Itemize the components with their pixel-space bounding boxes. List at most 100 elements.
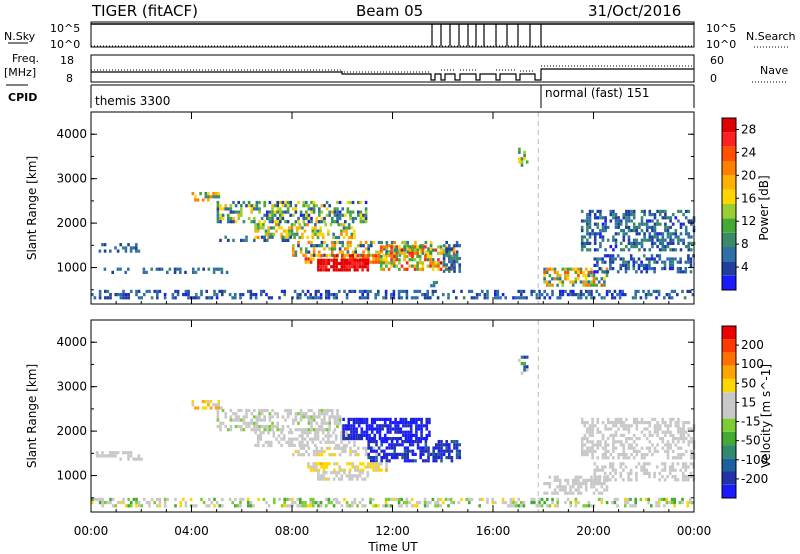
echo-cell xyxy=(392,251,396,255)
echo-cell xyxy=(293,232,296,236)
colorbar-tick-label: 16 xyxy=(741,191,756,205)
echo-cell xyxy=(371,504,375,508)
echo-cell xyxy=(442,269,446,273)
echo-cell xyxy=(323,240,326,245)
echo-cell xyxy=(359,220,363,224)
echo-cell xyxy=(335,293,338,297)
echo-cell xyxy=(369,497,372,501)
echo-cell xyxy=(586,446,589,450)
echo-cell xyxy=(142,267,146,271)
echo-cell xyxy=(273,204,277,208)
echo-cell xyxy=(106,296,110,300)
echo-cell xyxy=(338,200,342,205)
echo-cell xyxy=(327,293,331,297)
echo-cell xyxy=(370,456,373,460)
echo-cell xyxy=(114,293,117,297)
echo-cell xyxy=(600,277,604,281)
echo-cell xyxy=(332,258,336,262)
echo-cell xyxy=(237,216,240,221)
echo-cell xyxy=(276,207,279,211)
echo-cell xyxy=(612,238,615,242)
echo-cell xyxy=(263,415,266,419)
echo-cell xyxy=(271,204,274,208)
echo-cell xyxy=(353,265,357,269)
echo-cell xyxy=(579,491,583,495)
echo-cell xyxy=(642,465,646,469)
echo-cell xyxy=(556,478,559,482)
echo-cell xyxy=(664,248,667,252)
echo-cell xyxy=(448,266,451,270)
time-axis-title: Time UT xyxy=(367,540,418,554)
echo-cell xyxy=(612,235,615,239)
echo-cell xyxy=(364,213,368,217)
echo-cell xyxy=(224,207,227,211)
echo-cell xyxy=(348,468,352,472)
echo-cell xyxy=(260,235,264,239)
echo-cell xyxy=(340,258,344,262)
echo-cell xyxy=(661,417,665,421)
echo-cell xyxy=(271,428,274,432)
echo-cell xyxy=(428,430,431,434)
echo-cell xyxy=(601,433,605,437)
velocity-ylabel: Slant Range [km] xyxy=(25,364,39,468)
cpid-program-2: normal (fast) 151 xyxy=(545,86,649,100)
echo-cell xyxy=(653,427,657,431)
echo-cell xyxy=(418,254,422,259)
echo-cell xyxy=(587,289,591,293)
echo-cell xyxy=(347,417,351,421)
echo-cell xyxy=(687,209,691,213)
echo-cell xyxy=(333,247,337,251)
echo-cell xyxy=(648,257,651,261)
echo-cell xyxy=(425,421,429,425)
echo-cell xyxy=(312,247,316,251)
echo-cell xyxy=(250,204,253,208)
echo-cell xyxy=(619,229,623,233)
echo-cell xyxy=(328,428,331,432)
echo-cell xyxy=(317,268,320,272)
echo-cell xyxy=(404,424,408,428)
echo-cell xyxy=(255,415,259,419)
echo-cell xyxy=(329,440,333,444)
echo-cell xyxy=(421,245,425,249)
echo-cell xyxy=(292,250,295,254)
echo-cell xyxy=(340,504,344,508)
echo-cell xyxy=(229,418,233,422)
echo-cell xyxy=(286,238,290,242)
echo-cell xyxy=(617,453,620,457)
echo-cell xyxy=(682,430,685,434)
echo-cell xyxy=(419,247,422,251)
echo-cell xyxy=(356,258,359,262)
echo-cell xyxy=(593,424,597,428)
echo-cell xyxy=(671,263,675,267)
colorbar-segment xyxy=(722,232,736,247)
echo-cell xyxy=(328,415,331,419)
echo-cell xyxy=(156,497,159,501)
echo-cell xyxy=(192,504,195,508)
echo-cell xyxy=(353,235,356,240)
echo-cell xyxy=(586,219,589,223)
echo-cell xyxy=(593,257,597,261)
echo-cell xyxy=(455,260,459,264)
echo-cell xyxy=(321,431,325,435)
echo-cell xyxy=(420,437,423,441)
echo-cell xyxy=(98,249,102,253)
echo-cell xyxy=(632,433,636,437)
echo-cell xyxy=(359,244,363,248)
echo-cell xyxy=(582,478,585,482)
echo-cell xyxy=(314,296,318,300)
echo-cell xyxy=(661,241,665,245)
echo-cell xyxy=(404,437,408,441)
echo-cell xyxy=(690,456,693,460)
echo-cell xyxy=(606,437,610,441)
echo-cell xyxy=(280,437,283,441)
echo-cell xyxy=(514,504,518,508)
echo-cell xyxy=(200,497,203,501)
echo-cell xyxy=(580,421,584,425)
echo-cell xyxy=(322,468,326,472)
echo-cell xyxy=(254,226,257,230)
echo-cell xyxy=(600,283,604,287)
echo-cell xyxy=(682,433,685,437)
echo-cell xyxy=(402,421,405,425)
echo-cell xyxy=(414,459,417,463)
echo-cell xyxy=(254,229,257,233)
